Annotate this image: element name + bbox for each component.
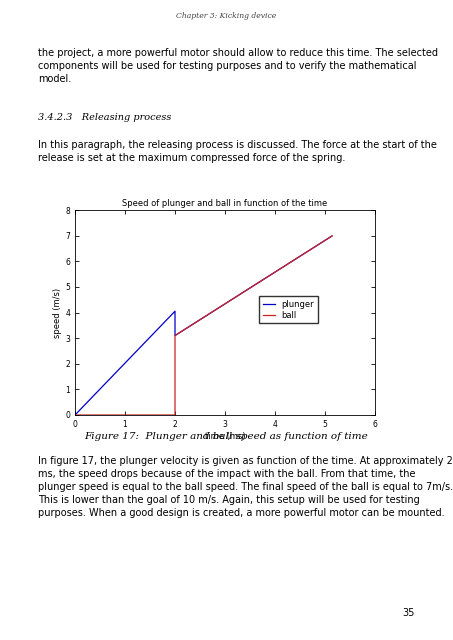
X-axis label: time (ms): time (ms): [205, 431, 246, 440]
Text: release is set at the maximum compressed force of the spring.: release is set at the maximum compressed…: [38, 153, 345, 163]
Legend: plunger, ball: plunger, ball: [259, 296, 318, 323]
Text: components will be used for testing purposes and to verify the mathematical: components will be used for testing purp…: [38, 61, 416, 71]
Text: Figure 17:  Plunger and ball speed as function of time: Figure 17: Plunger and ball speed as fun…: [85, 432, 368, 441]
Text: purposes. When a good design is created, a more powerful motor can be mounted.: purposes. When a good design is created,…: [38, 508, 445, 518]
Text: ms, the speed drops because of the impact with the ball. From that time, the: ms, the speed drops because of the impac…: [38, 469, 415, 479]
Text: In figure 17, the plunger velocity is given as function of the time. At approxim: In figure 17, the plunger velocity is gi…: [38, 456, 453, 466]
Y-axis label: speed (m/s): speed (m/s): [53, 287, 63, 337]
Text: This is lower than the goal of 10 m/s. Again, this setup will be used for testin: This is lower than the goal of 10 m/s. A…: [38, 495, 420, 505]
Text: 35: 35: [403, 608, 415, 618]
Text: 3.4.2.3   Releasing process: 3.4.2.3 Releasing process: [38, 113, 171, 122]
Text: plunger speed is equal to the ball speed. The final speed of the ball is equal t: plunger speed is equal to the ball speed…: [38, 482, 453, 492]
Text: model.: model.: [38, 74, 71, 84]
Text: the project, a more powerful motor should allow to reduce this time. The selecte: the project, a more powerful motor shoul…: [38, 48, 438, 58]
Text: In this paragraph, the releasing process is discussed. The force at the start of: In this paragraph, the releasing process…: [38, 140, 437, 150]
Title: Speed of plunger and ball in function of the time: Speed of plunger and ball in function of…: [122, 199, 328, 208]
Text: Chapter 3: Kicking device: Chapter 3: Kicking device: [176, 12, 277, 20]
